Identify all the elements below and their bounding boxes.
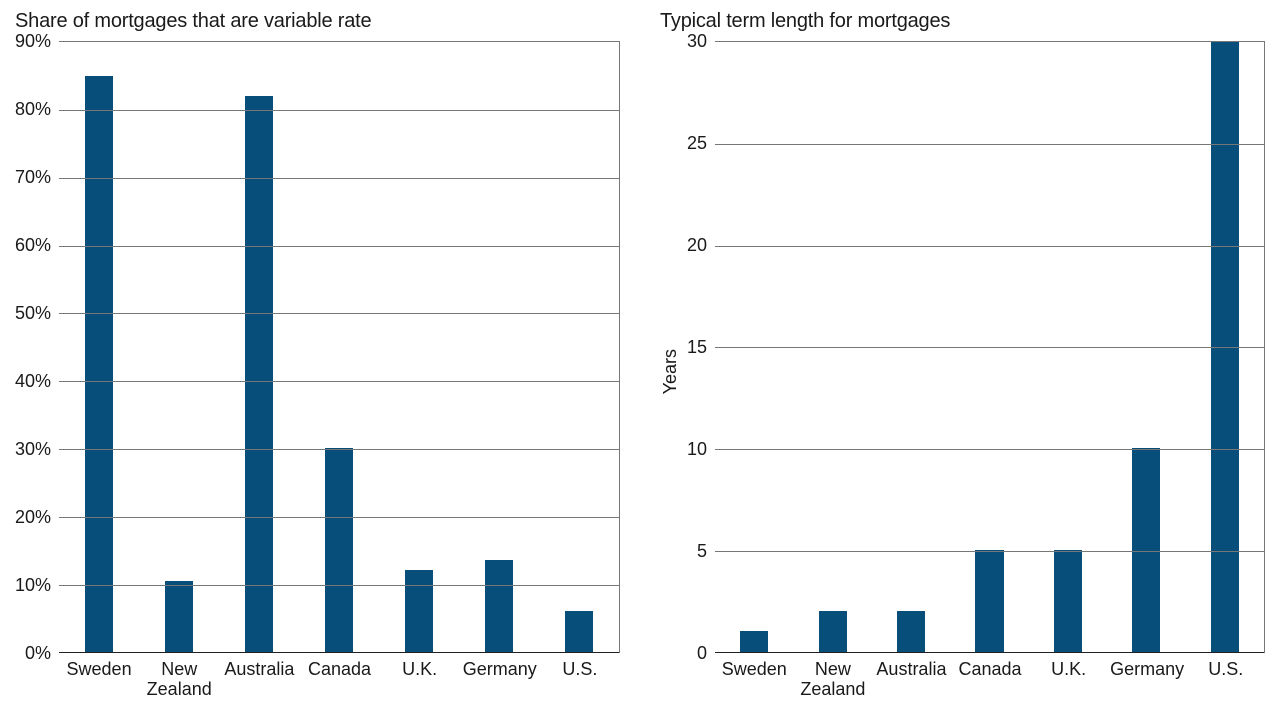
bar bbox=[897, 611, 925, 652]
plot-region bbox=[715, 41, 1265, 653]
grid-line bbox=[715, 551, 1264, 552]
grid-line bbox=[59, 246, 619, 247]
x-axis-labels: SwedenNew ZealandAustraliaCanadaU.K.Germ… bbox=[715, 659, 1265, 700]
bar bbox=[485, 560, 514, 651]
y-axis-ticks: 90%80%70%60%50%40%30%20%10%0% bbox=[15, 41, 59, 653]
x-tick-label: Sweden bbox=[715, 659, 794, 700]
grid-line bbox=[715, 449, 1264, 450]
bar bbox=[245, 96, 274, 651]
grid-line bbox=[59, 449, 619, 450]
x-axis-labels: SwedenNew ZealandAustraliaCanadaU.K.Germ… bbox=[59, 659, 620, 700]
bar-slot bbox=[59, 42, 139, 652]
bars-container bbox=[59, 42, 619, 653]
bar bbox=[165, 581, 194, 652]
chart-panel-left: Share of mortgages that are variable rat… bbox=[15, 10, 620, 700]
grid-line bbox=[59, 313, 619, 314]
grid-line bbox=[59, 110, 619, 111]
bar bbox=[819, 611, 847, 652]
bar-slot bbox=[299, 42, 379, 652]
chart-title: Share of mortgages that are variable rat… bbox=[15, 10, 620, 33]
bar-slot bbox=[139, 42, 219, 652]
y-axis-ticks: 302520151050 bbox=[687, 41, 715, 653]
x-tick-label: Australia bbox=[219, 659, 299, 700]
plot-area: Years 302520151050 bbox=[660, 41, 1265, 653]
bar-slot bbox=[459, 42, 539, 652]
bar bbox=[405, 570, 434, 651]
bar-slot bbox=[379, 42, 459, 652]
bar bbox=[85, 76, 114, 652]
y-axis-label: Years bbox=[660, 299, 681, 394]
plot-area: 90%80%70%60%50%40%30%20%10%0% bbox=[15, 41, 620, 653]
x-tick-label: Germany bbox=[460, 659, 540, 700]
x-tick-label: Sweden bbox=[59, 659, 139, 700]
bar-slot bbox=[539, 42, 619, 652]
x-tick-label: U.S. bbox=[540, 659, 620, 700]
grid-line bbox=[59, 585, 619, 586]
bar-slot bbox=[219, 42, 299, 652]
x-tick-label: U.S. bbox=[1186, 659, 1265, 700]
x-tick-label: Australia bbox=[872, 659, 951, 700]
x-tick-label: Germany bbox=[1108, 659, 1187, 700]
bar bbox=[740, 631, 768, 651]
bar bbox=[1054, 550, 1082, 652]
x-tick-label: New Zealand bbox=[794, 659, 873, 700]
x-tick-label: U.K. bbox=[1029, 659, 1108, 700]
bar bbox=[325, 448, 354, 651]
bar bbox=[975, 550, 1003, 652]
x-tick-label: Canada bbox=[299, 659, 379, 700]
x-tick-label: New Zealand bbox=[139, 659, 219, 700]
grid-line bbox=[59, 381, 619, 382]
chart-title: Typical term length for mortgages bbox=[660, 10, 1265, 33]
chart-panel-right: Typical term length for mortgages Years … bbox=[660, 10, 1265, 700]
grid-line bbox=[715, 144, 1264, 145]
bar bbox=[565, 611, 594, 652]
grid-line bbox=[59, 178, 619, 179]
grid-line bbox=[715, 246, 1264, 247]
grid-line bbox=[59, 517, 619, 518]
x-tick-label: U.K. bbox=[380, 659, 460, 700]
x-tick-label: Canada bbox=[951, 659, 1030, 700]
plot-region bbox=[59, 41, 620, 653]
grid-line bbox=[715, 347, 1264, 348]
